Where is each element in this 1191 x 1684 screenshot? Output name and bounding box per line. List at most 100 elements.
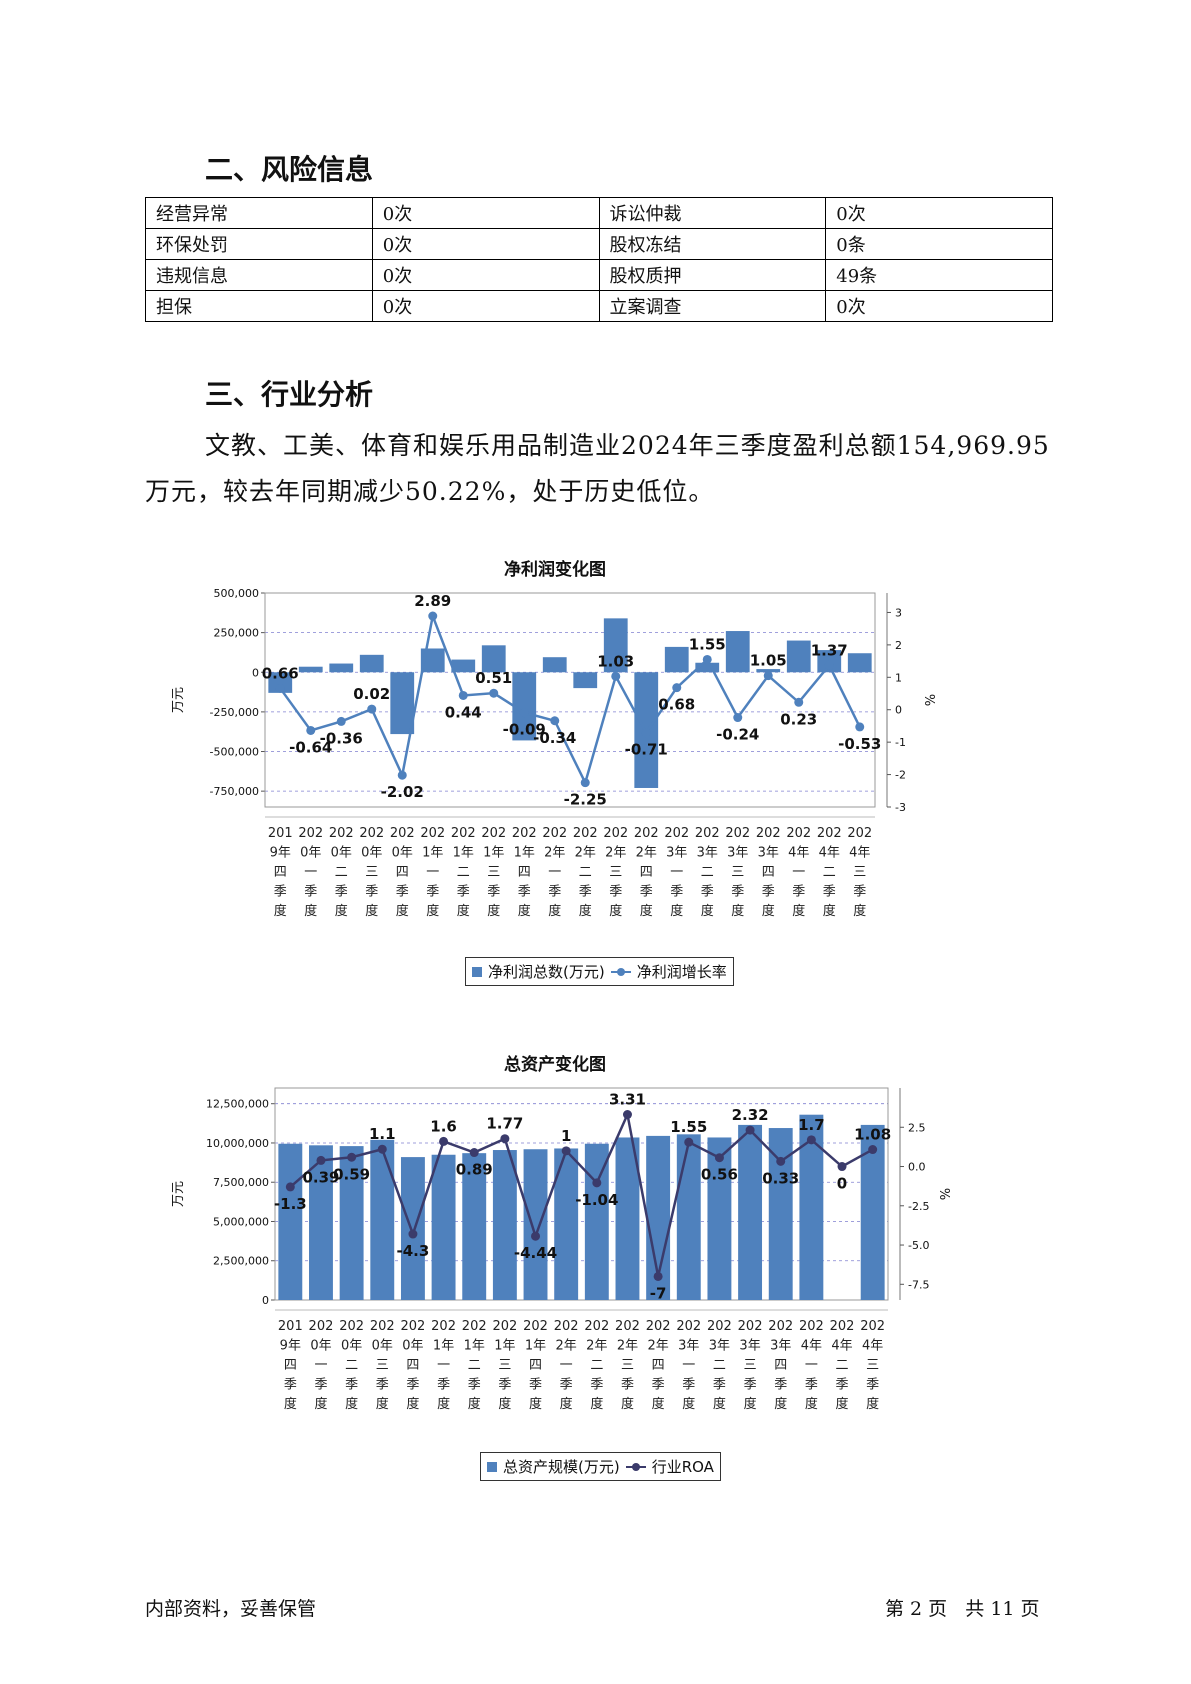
bar — [584, 1143, 609, 1300]
y2-tick-label: -2.5 — [908, 1200, 929, 1213]
x-tick-label: 季 — [670, 885, 683, 900]
risk-item-label: 环保处罚 — [145, 228, 373, 260]
risk-item-value: 49条 — [825, 259, 1053, 291]
risk-item-label: 违规信息 — [145, 259, 373, 291]
data-label: 0.33 — [762, 1169, 799, 1187]
x-tick-label: 0年 — [300, 846, 321, 861]
x-tick-label: 二 — [335, 865, 348, 880]
series-line — [289, 1110, 874, 1277]
x-tick-label: 季 — [487, 885, 500, 900]
x-tick-label: 9年 — [280, 1339, 301, 1354]
x-tick-label: 三 — [866, 1358, 879, 1373]
x-tick-label: 202 — [830, 1319, 855, 1334]
line-point — [336, 716, 346, 726]
data-label: 0.51 — [475, 669, 512, 687]
x-tick-label: 202 — [431, 1319, 456, 1334]
risk-item-value: 0次 — [371, 259, 600, 291]
y-axis-title: 万元 — [171, 687, 186, 713]
bar — [523, 1149, 548, 1300]
x-tick-label: 季 — [518, 885, 531, 900]
data-label: 1.6 — [430, 1117, 457, 1135]
bar — [768, 1128, 793, 1300]
plot-frame — [264, 592, 876, 808]
data-label: 3.31 — [609, 1091, 646, 1109]
line-point — [611, 671, 621, 681]
x-tick-label: 季 — [762, 885, 775, 900]
x-tick-label: 三 — [487, 865, 500, 880]
line-point — [469, 1148, 479, 1158]
x-tick-label: 季 — [396, 885, 409, 900]
x-tick-label: 度 — [304, 903, 317, 919]
y-tick-label: 12,500,000 — [206, 1098, 269, 1111]
x-tick-label: 三 — [609, 865, 622, 880]
line-point — [641, 728, 651, 738]
x-tick-label: 202 — [799, 1319, 824, 1334]
data-label: 2.32 — [732, 1106, 769, 1124]
data-label: 1.08 — [854, 1126, 891, 1144]
x-tick-label: 一 — [670, 865, 683, 880]
y-tick-label: 7,500,000 — [213, 1176, 269, 1189]
line-point — [580, 778, 590, 788]
line-point — [550, 716, 560, 726]
x-tick-label: 202 — [738, 1319, 763, 1334]
industry-summary-paragraph: 文教、工美、体育和娱乐用品制造业2024年三季度盈利总额154,969.95万元… — [145, 431, 1050, 506]
x-tick-label: 一 — [314, 1358, 327, 1373]
x-tick-label: 202 — [420, 826, 445, 841]
y-tick-label: -750,000 — [210, 785, 259, 798]
x-tick-label: 度 — [640, 903, 653, 919]
x-tick-label: 二 — [836, 1358, 849, 1373]
bar — [420, 648, 445, 673]
x-tick-label: 202 — [359, 826, 384, 841]
data-label: 0.23 — [780, 710, 817, 728]
x-tick-label: 度 — [457, 903, 470, 919]
x-tick-label: 2年 — [647, 1339, 668, 1354]
x-tick-label: 3年 — [739, 1339, 760, 1354]
line-point — [824, 660, 834, 670]
x-tick-label: 度 — [652, 1396, 665, 1412]
x-tick-label: 度 — [805, 1396, 818, 1412]
x-tick-label: 一 — [560, 1358, 573, 1373]
x-tick-label: 季 — [274, 885, 287, 900]
risk-row: 经营异常 0次 诉讼仲裁 0次 — [145, 197, 1053, 229]
x-tick-label: 202 — [492, 1319, 517, 1334]
x-tick-label: 202 — [401, 1319, 426, 1334]
footer-page-number: 第 2 页 共 11 页 — [885, 1598, 1040, 1620]
bar — [298, 666, 323, 673]
x-tick-label: 季 — [590, 1378, 603, 1393]
bar — [462, 1153, 487, 1300]
line-point — [684, 1137, 694, 1147]
bar — [847, 653, 872, 673]
data-label: 1.77 — [486, 1115, 523, 1133]
net-profit-chart-svg: 净利润变化图 500,000 250,000 0 -250,000 -500,000 -75… — [171, 559, 936, 919]
x-tick-label: 3年 — [709, 1339, 730, 1354]
x-tick-label: 202 — [786, 826, 811, 841]
line-point — [428, 611, 438, 621]
x-tick-label: 202 — [512, 826, 537, 841]
x-tick-label: 201 — [268, 826, 293, 841]
x-tick-label: 1年 — [483, 846, 504, 861]
plot-frame — [274, 1087, 889, 1301]
x-tick-label: 0年 — [310, 1339, 331, 1354]
x-tick-label: 3年 — [697, 846, 718, 861]
x-tick-label: 4年 — [849, 846, 870, 861]
x-tick-label: 四 — [774, 1358, 787, 1373]
data-label: 1.37 — [811, 641, 848, 659]
x-tick-label: 季 — [792, 885, 805, 900]
x-tick-label: 季 — [866, 1378, 879, 1393]
x-tick-label: 202 — [523, 1319, 548, 1334]
data-label: 1.05 — [750, 652, 787, 670]
x-tick-label: 季 — [548, 885, 561, 900]
y-tick-label: -500,000 — [210, 746, 259, 759]
line-point — [439, 1136, 449, 1146]
legend-line-swatch — [610, 967, 631, 977]
x-tick-label: 度 — [396, 903, 409, 919]
x-tick-label: 度 — [866, 1396, 879, 1412]
x-tick-label: 季 — [652, 1378, 665, 1393]
x-tick-label: 四 — [396, 865, 409, 880]
total-assets-chart: 总资产变化图 12,500,000 10,000,000 7,500,000 5,000… — [170, 1050, 1030, 1500]
legend-bar-swatch — [472, 966, 482, 977]
bar — [664, 646, 689, 673]
y-tick-label: 10,000,000 — [206, 1137, 269, 1150]
x-tick-label: 度 — [853, 903, 866, 919]
y2-axis-title: % — [921, 694, 936, 706]
